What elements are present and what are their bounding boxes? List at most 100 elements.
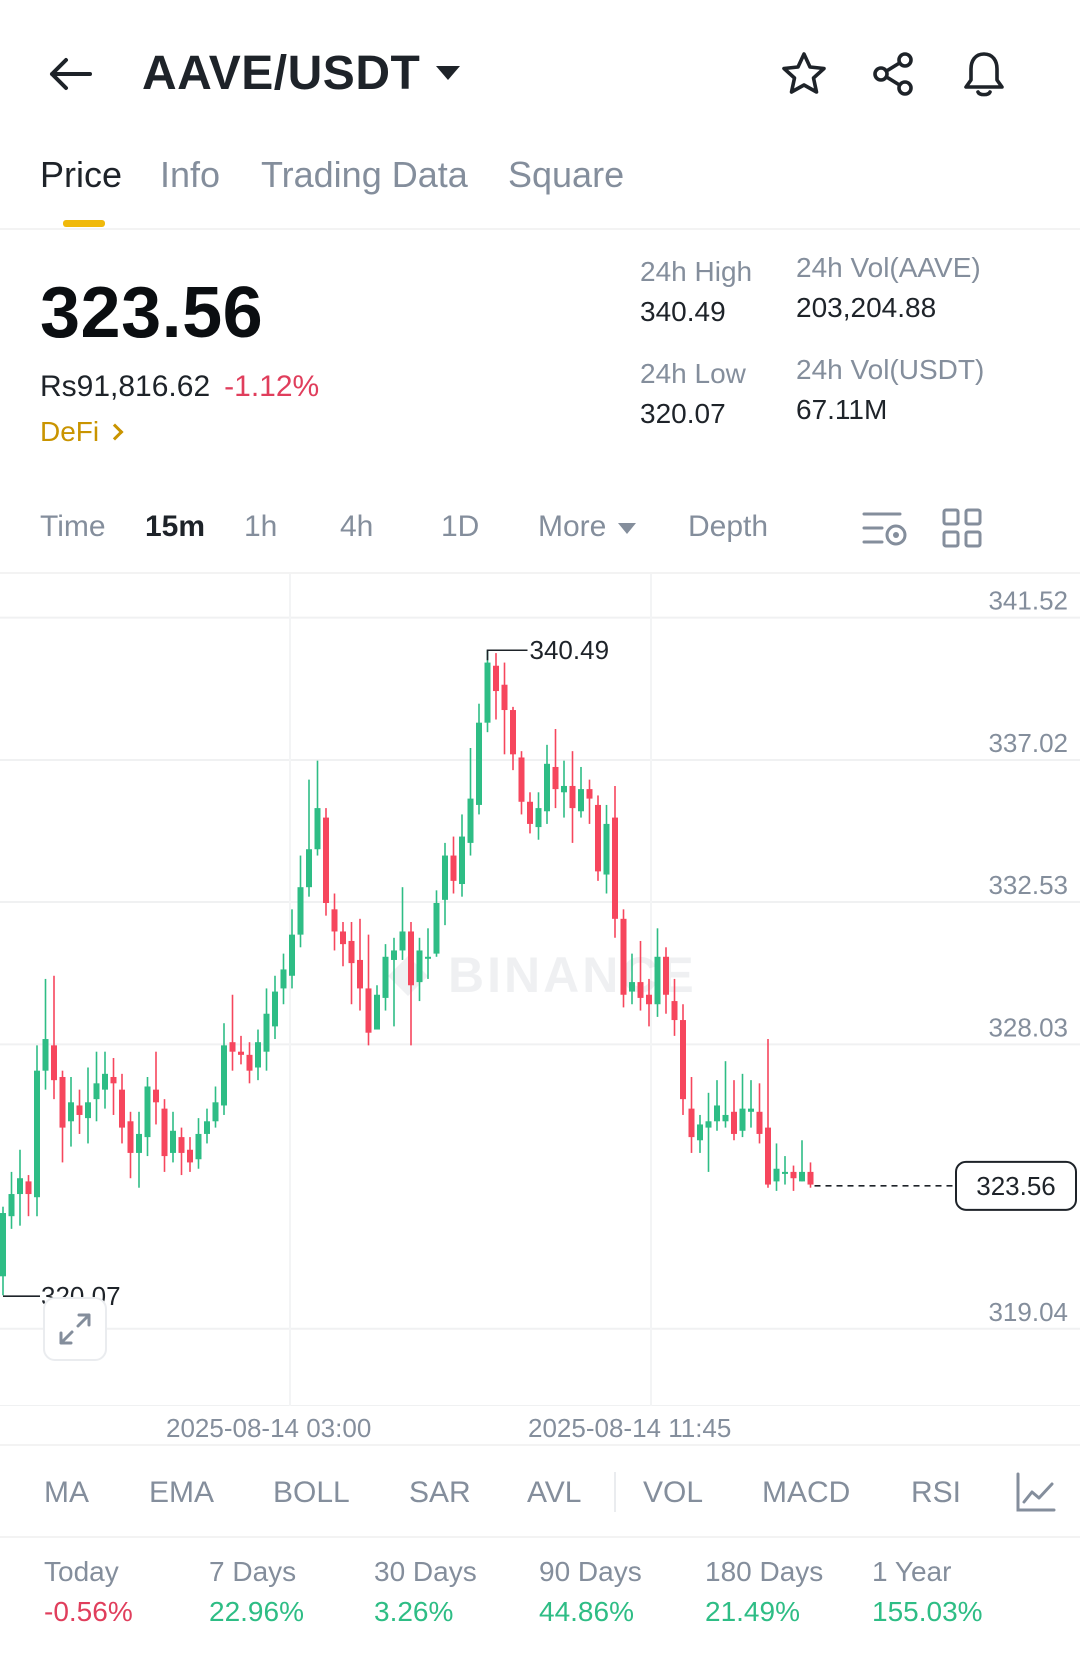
interval-4h[interactable]: 4h	[340, 510, 374, 543]
current-price-label: 323.56	[976, 1171, 1056, 1201]
candle-body-69	[586, 789, 593, 799]
perf-label-1y: 1 Year	[872, 1556, 952, 1587]
more-label: More	[538, 510, 607, 543]
tab-trading-data[interactable]: Trading Data	[261, 154, 468, 195]
candle-body-57	[484, 662, 491, 723]
candle-body-67	[569, 785, 576, 809]
tab-info[interactable]: Info	[160, 154, 221, 195]
tab-square[interactable]: Square	[508, 154, 625, 195]
indicator-settings-icon[interactable]	[1012, 1468, 1060, 1516]
y-tick-label-4: 319.04	[988, 1297, 1068, 1327]
candle-body-41	[348, 940, 355, 964]
share-icon	[873, 52, 913, 96]
high-marker-line	[486, 649, 528, 661]
candle-body-53	[450, 855, 457, 881]
candle-body-94	[799, 1171, 805, 1182]
candle-body-43	[365, 988, 372, 1033]
sector-tag[interactable]: DeFi	[40, 416, 124, 448]
perf-label-90d: 90 Days	[539, 1556, 642, 1587]
candle-body-62	[527, 801, 533, 824]
candle-body-66	[561, 785, 567, 793]
candle-body-29	[246, 1054, 253, 1071]
candle-body-59	[501, 684, 508, 711]
indicator-vol[interactable]: VOL	[643, 1476, 704, 1509]
interval-bar: Time 15m 1h 4h 1D More Depth	[0, 494, 1080, 574]
interval-1h[interactable]: 1h	[244, 510, 278, 543]
candle-body-14	[119, 1089, 125, 1128]
alert-button[interactable]	[954, 44, 1014, 104]
candle-body-0	[0, 1213, 6, 1277]
candlestick-chart[interactable]: BINANCE340.49320.07341.52337.02332.53328…	[0, 574, 1080, 1406]
high-value: 340.49	[640, 296, 726, 327]
candle-body-95	[807, 1171, 814, 1185]
indicator-avl[interactable]: AVL	[527, 1476, 582, 1509]
interval-15m[interactable]: 15m	[145, 510, 206, 543]
candle-body-27	[229, 1042, 236, 1052]
perf-value-30d: 3.26%	[374, 1596, 454, 1627]
candle-body-30	[255, 1042, 261, 1068]
candle-body-7	[59, 1076, 66, 1128]
candle-body-28	[238, 1051, 244, 1055]
candle-body-20	[170, 1130, 176, 1153]
interval-time[interactable]: Time	[40, 510, 106, 543]
perf-value-7d: 22.96%	[209, 1596, 304, 1627]
perf-value-180d: 21.49%	[705, 1596, 800, 1627]
share-button[interactable]	[864, 44, 924, 104]
favorite-button[interactable]	[774, 44, 834, 104]
candle-body-82	[697, 1124, 703, 1141]
chart-settings-icon[interactable]	[860, 502, 912, 554]
back-button[interactable]	[40, 44, 100, 104]
interval-1d[interactable]: 1D	[441, 510, 480, 543]
candle-body-9	[76, 1105, 83, 1115]
candle-body-80	[680, 1020, 686, 1100]
candle-body-31	[263, 1013, 270, 1052]
main-tabs: Price Info Trading Data Square	[0, 140, 1080, 230]
candle-body-48	[408, 931, 414, 986]
candle-body-19	[161, 1108, 168, 1157]
y-tick-label-1: 337.02	[988, 728, 1068, 758]
depth-tab[interactable]: Depth	[688, 510, 769, 543]
candle-body-15	[127, 1121, 134, 1153]
candle-body-34	[289, 934, 295, 976]
tab-price[interactable]: Price	[40, 154, 123, 195]
candle-body-63	[535, 808, 542, 828]
candle-body-85	[722, 1114, 729, 1122]
candle-body-71	[603, 823, 610, 875]
pair-selector[interactable]: AAVE/USDT	[142, 42, 461, 104]
candle-body-55	[467, 798, 474, 843]
candle-body-22	[187, 1149, 193, 1163]
indicator-sar[interactable]: SAR	[409, 1476, 471, 1509]
top-bar: AAVE/USDT	[0, 0, 1080, 140]
active-tab-indicator	[63, 220, 105, 227]
chevron-right-icon	[106, 423, 124, 441]
candle-body-50	[425, 956, 431, 959]
perf-label-180d: 180 Days	[705, 1556, 824, 1587]
candle-body-60	[510, 710, 516, 755]
grid-layout-icon[interactable]	[936, 502, 988, 554]
last-price: 323.56	[40, 273, 264, 353]
high-marker-label: 340.49	[530, 635, 610, 665]
back-arrow-icon	[50, 58, 92, 90]
indicator-rsi[interactable]: RSI	[911, 1476, 962, 1509]
caret-down-icon	[618, 522, 637, 534]
caret-down-icon	[436, 66, 461, 80]
perf-label-7d: 7 Days	[209, 1556, 297, 1587]
candle-body-40	[340, 931, 346, 945]
indicator-ema[interactable]: EMA	[149, 1476, 215, 1509]
candle-body-17	[144, 1086, 151, 1138]
star-icon	[782, 52, 826, 94]
candle-body-83	[705, 1121, 712, 1128]
indicator-boll[interactable]: BOLL	[273, 1476, 350, 1509]
candle-body-76	[646, 994, 652, 1005]
candle-body-86	[731, 1111, 737, 1134]
expand-chart-button[interactable]	[43, 1297, 107, 1361]
candle-body-70	[595, 804, 601, 872]
interval-more[interactable]: More	[538, 510, 637, 544]
perf-label-30d: 30 Days	[374, 1556, 477, 1587]
indicator-macd[interactable]: MACD	[762, 1476, 851, 1509]
indicator-ma[interactable]: MA	[44, 1476, 89, 1509]
low-label: 24h Low	[640, 358, 746, 389]
x-axis-label-2: 2025-08-14 11:45	[528, 1413, 732, 1443]
candle-body-11	[93, 1083, 100, 1100]
candle-body-84	[714, 1105, 720, 1122]
